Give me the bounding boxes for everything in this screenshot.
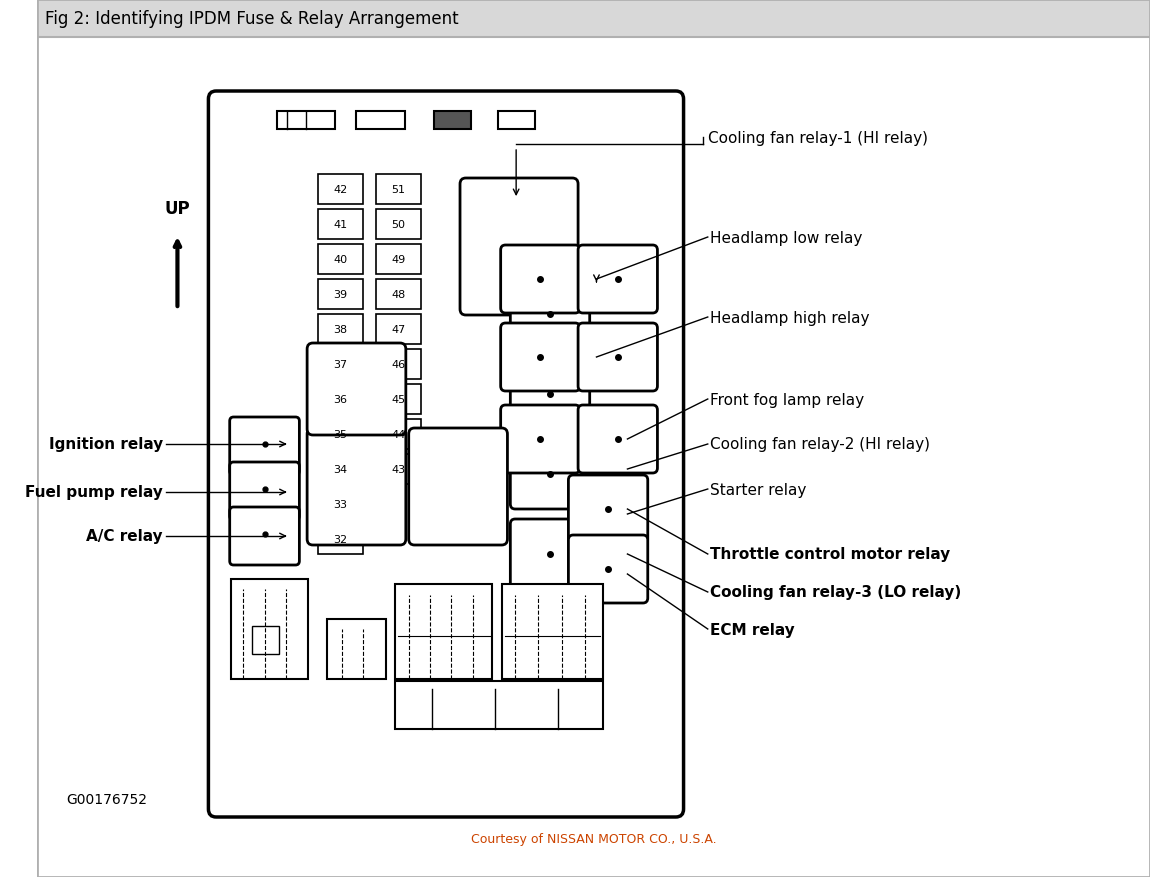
Bar <box>317 210 363 239</box>
FancyBboxPatch shape <box>408 429 507 545</box>
Bar <box>317 175 363 204</box>
Text: A/C relay: A/C relay <box>86 529 163 544</box>
Bar <box>376 384 421 415</box>
Text: G00176752: G00176752 <box>67 792 147 806</box>
Bar <box>317 315 363 345</box>
FancyBboxPatch shape <box>568 535 647 603</box>
Text: 44: 44 <box>391 430 406 439</box>
Bar <box>376 245 421 275</box>
Text: 42: 42 <box>334 185 347 195</box>
Text: 50: 50 <box>391 220 406 230</box>
Text: 33: 33 <box>334 499 347 510</box>
Bar <box>434 112 470 130</box>
Text: 45: 45 <box>391 395 406 404</box>
FancyBboxPatch shape <box>230 462 299 520</box>
FancyBboxPatch shape <box>230 417 299 475</box>
FancyBboxPatch shape <box>230 508 299 566</box>
FancyBboxPatch shape <box>511 360 590 430</box>
Text: Cooling fan relay-3 (LO relay): Cooling fan relay-3 (LO relay) <box>710 585 961 600</box>
Bar <box>376 350 421 380</box>
Bar <box>252 626 279 654</box>
Text: 49: 49 <box>391 254 406 265</box>
Bar <box>498 112 535 130</box>
Text: 35: 35 <box>334 430 347 439</box>
FancyBboxPatch shape <box>578 246 658 314</box>
Text: 51: 51 <box>391 185 406 195</box>
FancyBboxPatch shape <box>500 324 580 391</box>
Text: Starter relay: Starter relay <box>710 482 806 497</box>
Bar <box>231 580 308 679</box>
Text: 38: 38 <box>334 324 347 335</box>
Bar <box>376 419 421 450</box>
Bar <box>501 584 604 679</box>
Bar <box>317 454 363 484</box>
Bar <box>317 384 363 415</box>
FancyBboxPatch shape <box>578 405 658 474</box>
Text: 32: 32 <box>334 534 347 545</box>
FancyBboxPatch shape <box>511 519 590 589</box>
FancyBboxPatch shape <box>568 475 647 544</box>
Bar <box>317 280 363 310</box>
Bar <box>376 280 421 310</box>
Bar <box>317 350 363 380</box>
Text: 48: 48 <box>391 289 406 300</box>
Text: Ignition relay: Ignition relay <box>48 437 163 452</box>
Text: Fuel pump relay: Fuel pump relay <box>25 485 163 500</box>
Text: 34: 34 <box>334 465 347 474</box>
Text: Cooling fan relay-1 (HI relay): Cooling fan relay-1 (HI relay) <box>707 131 928 146</box>
FancyBboxPatch shape <box>511 439 590 510</box>
Bar <box>376 315 421 345</box>
FancyBboxPatch shape <box>307 429 406 545</box>
Text: 41: 41 <box>334 220 347 230</box>
Text: Front fog lamp relay: Front fog lamp relay <box>710 392 864 407</box>
Text: 47: 47 <box>391 324 406 335</box>
Text: Headlamp low relay: Headlamp low relay <box>710 231 862 246</box>
Bar <box>317 245 363 275</box>
Text: ECM relay: ECM relay <box>710 622 795 637</box>
Text: 36: 36 <box>334 395 347 404</box>
FancyBboxPatch shape <box>500 405 580 474</box>
FancyBboxPatch shape <box>208 92 683 817</box>
Text: UP: UP <box>164 200 190 217</box>
Text: 37: 37 <box>334 360 347 369</box>
Bar <box>317 419 363 450</box>
Bar <box>356 112 405 130</box>
FancyBboxPatch shape <box>460 179 578 316</box>
Text: 40: 40 <box>334 254 347 265</box>
Bar <box>317 524 363 554</box>
Text: 39: 39 <box>334 289 347 300</box>
Bar <box>277 112 335 130</box>
Bar <box>376 454 421 484</box>
Bar <box>37 0 1150 38</box>
Bar <box>376 210 421 239</box>
Text: Cooling fan relay-2 (HI relay): Cooling fan relay-2 (HI relay) <box>710 437 929 452</box>
Text: Courtesy of NISSAN MOTOR CO., U.S.A.: Courtesy of NISSAN MOTOR CO., U.S.A. <box>470 832 716 845</box>
FancyBboxPatch shape <box>307 344 406 436</box>
Bar <box>396 681 604 729</box>
Bar <box>376 175 421 204</box>
FancyBboxPatch shape <box>578 324 658 391</box>
Bar <box>328 619 385 679</box>
Text: Headlamp high relay: Headlamp high relay <box>710 310 869 325</box>
Text: Fig 2: Identifying IPDM Fuse & Relay Arrangement: Fig 2: Identifying IPDM Fuse & Relay Arr… <box>45 10 459 28</box>
Text: Throttle control motor relay: Throttle control motor relay <box>710 547 950 562</box>
Bar <box>396 584 492 679</box>
Text: 46: 46 <box>391 360 406 369</box>
FancyBboxPatch shape <box>500 246 580 314</box>
Text: 43: 43 <box>391 465 406 474</box>
FancyBboxPatch shape <box>511 280 590 350</box>
Bar <box>317 489 363 519</box>
